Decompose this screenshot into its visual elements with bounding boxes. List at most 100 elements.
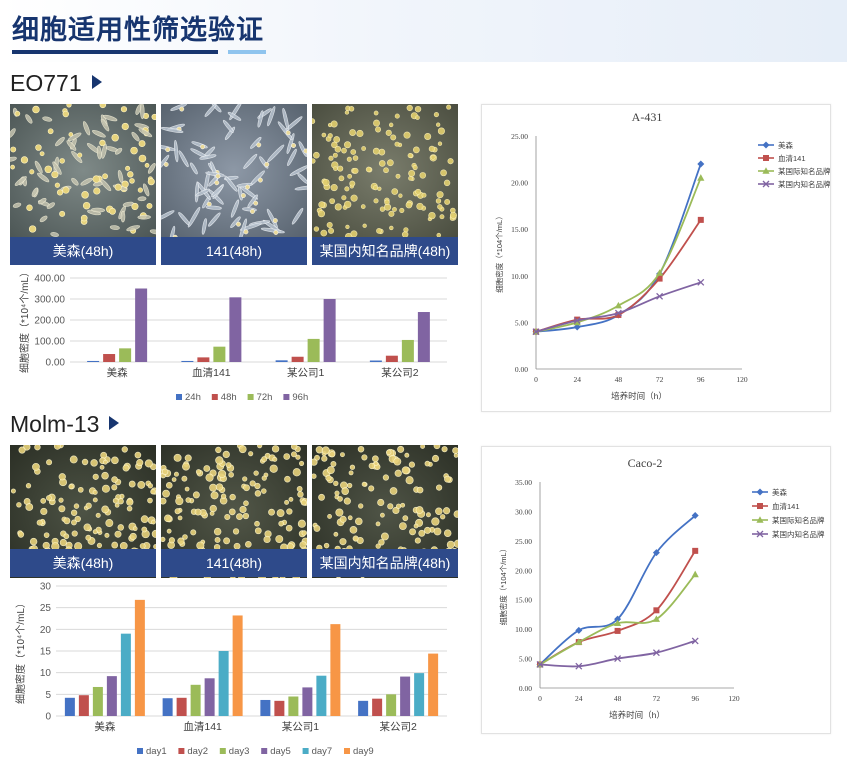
cell-dot <box>80 214 88 222</box>
cell-dot <box>85 534 92 541</box>
cell-dot <box>68 484 74 490</box>
bar <box>120 633 131 716</box>
cell-dot <box>111 133 119 142</box>
cell-dot <box>14 176 27 186</box>
x-tick-label: 96 <box>691 694 699 703</box>
cell-dot <box>99 104 107 109</box>
cell-dot <box>377 498 385 507</box>
cell-dot <box>147 162 156 174</box>
legend-label: day9 <box>353 746 374 757</box>
cell-dot <box>412 165 418 171</box>
cell-dot <box>213 527 222 536</box>
legend-swatch <box>344 748 350 754</box>
cell-dot <box>63 517 71 525</box>
cell-dot <box>325 474 332 482</box>
cell-dot <box>139 543 146 550</box>
cell-dot <box>430 154 436 160</box>
cell-dot <box>361 146 366 151</box>
cell-dot <box>350 230 358 237</box>
cell-dot <box>321 132 327 138</box>
cell-dot <box>348 106 355 112</box>
cell-dot <box>424 460 431 467</box>
cell-dot <box>31 187 39 197</box>
cell-dot <box>114 502 120 508</box>
y-tick-label: 0 <box>45 712 51 723</box>
cell-dot <box>10 128 16 138</box>
x-tick-label: 72 <box>653 694 661 703</box>
cell-dot <box>313 151 320 159</box>
cell-dot <box>317 210 326 218</box>
cell-dot <box>162 489 170 498</box>
cell-dot <box>435 484 443 491</box>
cell-dot <box>406 104 413 112</box>
legend-swatch <box>302 748 309 754</box>
data-point <box>656 269 664 276</box>
cell-dot <box>96 542 103 548</box>
cell-dot <box>441 446 448 453</box>
cell-dot <box>291 207 304 225</box>
legend-label: day5 <box>270 746 291 757</box>
cell-dot <box>225 462 232 468</box>
data-point <box>614 309 622 317</box>
cell-dot <box>138 140 146 148</box>
cell-dot <box>32 105 40 114</box>
cell-dot <box>254 527 262 535</box>
y-tick-label: 200.00 <box>34 316 65 327</box>
cell-dot <box>257 177 263 183</box>
cell-dot <box>10 164 15 170</box>
data-point <box>691 570 699 578</box>
cell-dot <box>358 503 364 509</box>
cell-dot <box>42 116 53 122</box>
y-tick-label: 15.00 <box>515 596 532 605</box>
cell-dot <box>416 202 424 210</box>
y-tick-label: 10 <box>40 668 52 679</box>
cell-dot <box>414 105 422 113</box>
cell-dot <box>286 508 293 515</box>
cell-dot <box>175 496 184 506</box>
cell-dot <box>375 126 382 133</box>
cell-photo-eo771-141 <box>161 104 307 237</box>
cell-dot <box>412 146 420 154</box>
cell-dot <box>101 484 110 493</box>
x-category-label: 血清141 <box>192 366 231 379</box>
cell-dot <box>272 218 278 224</box>
cell-dot <box>444 475 451 483</box>
cell-dot <box>131 131 140 142</box>
cell-dot <box>395 173 401 179</box>
cell-dot <box>58 473 66 481</box>
cell-dot <box>253 200 259 206</box>
cell-dot <box>267 106 276 127</box>
cell-dot <box>291 143 296 148</box>
bar <box>358 700 369 716</box>
cell-dot <box>67 132 82 142</box>
cell-dot <box>446 540 455 549</box>
cell-dot <box>298 460 305 466</box>
bar <box>229 297 242 362</box>
cell-dot <box>421 192 427 198</box>
y-tick-label: 10.00 <box>515 625 532 634</box>
cell-dot <box>121 446 128 453</box>
cell-dot <box>163 161 169 167</box>
cell-dot <box>330 184 338 192</box>
cell-dot <box>73 503 80 509</box>
cell-dot <box>436 122 441 127</box>
legend-label: day3 <box>229 746 250 757</box>
cell-dot <box>408 175 413 181</box>
cell-dot <box>433 445 441 450</box>
data-point <box>575 626 583 634</box>
cell-dot <box>341 147 347 154</box>
cell-dot <box>96 145 102 160</box>
cell-dot <box>323 542 330 549</box>
cell-dot <box>415 506 424 514</box>
cell-dot <box>326 221 333 229</box>
legend-swatch <box>211 394 218 400</box>
cell-dot <box>190 529 197 536</box>
cell-dot <box>147 483 153 489</box>
cell-dot <box>32 462 40 471</box>
cell-dot <box>136 459 144 467</box>
cell-dot <box>20 156 29 164</box>
cell-dot <box>126 505 133 512</box>
cell-dot <box>428 145 435 152</box>
bar <box>260 699 271 716</box>
cell-dot <box>100 451 108 459</box>
